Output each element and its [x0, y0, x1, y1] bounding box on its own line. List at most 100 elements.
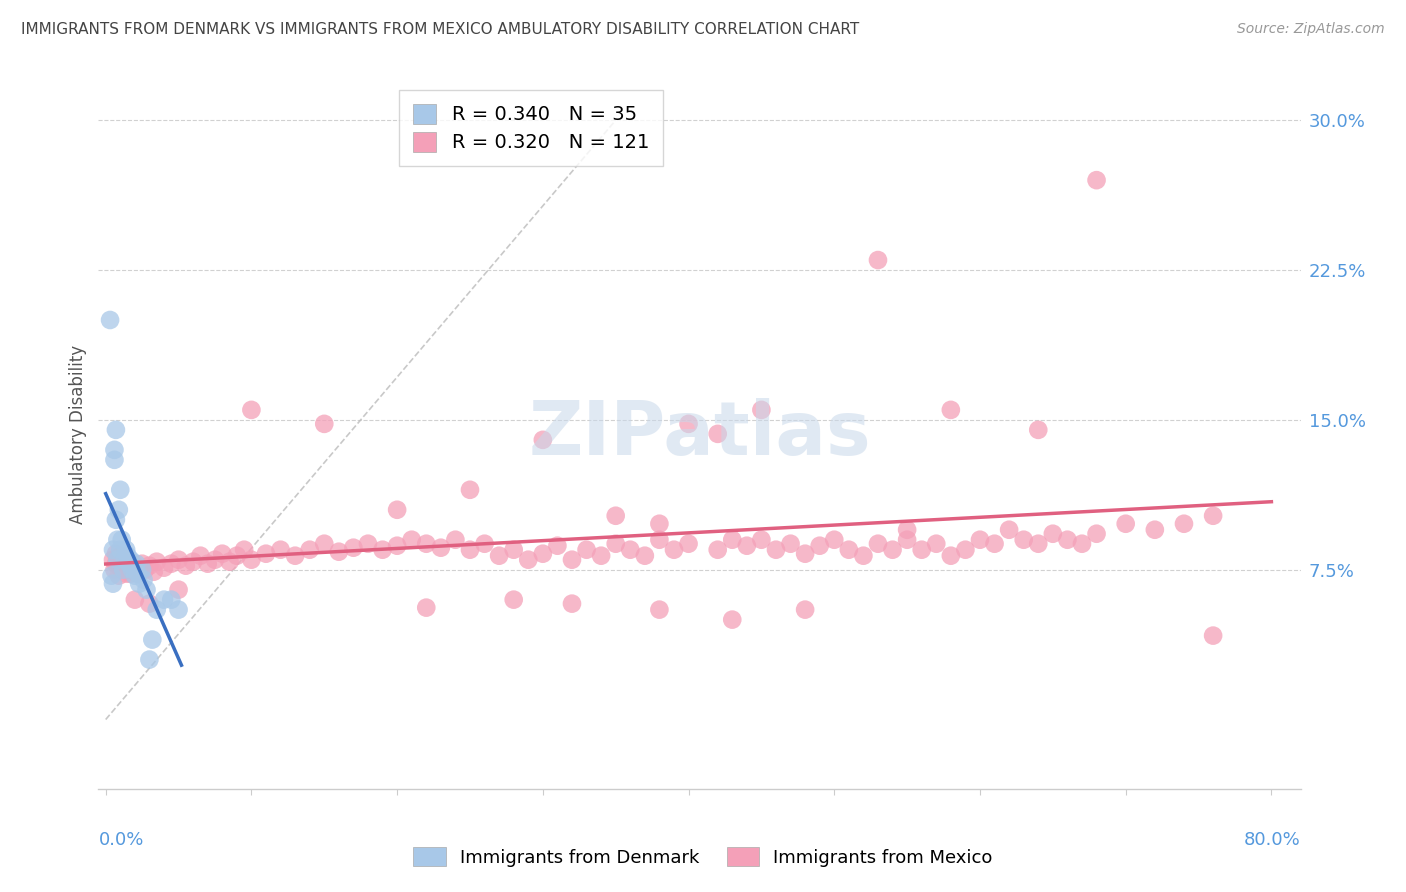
Point: [98, 313, 121, 327]
Point: [458, 542, 481, 557]
Point: [911, 542, 934, 557]
Point: [896, 533, 918, 547]
Text: ZIPatlas: ZIPatlas: [529, 399, 870, 471]
Point: [605, 537, 627, 551]
Point: [852, 549, 875, 563]
Point: [939, 403, 962, 417]
Point: [1056, 533, 1078, 547]
Point: [751, 533, 773, 547]
Point: [458, 483, 481, 497]
Point: [1085, 173, 1108, 187]
Point: [546, 539, 568, 553]
Text: Source: ZipAtlas.com: Source: ZipAtlas.com: [1237, 22, 1385, 37]
Point: [104, 547, 127, 561]
Point: [115, 542, 138, 557]
Point: [103, 452, 125, 467]
Point: [190, 549, 212, 563]
Point: [648, 516, 671, 531]
Point: [153, 560, 176, 574]
Point: [127, 566, 149, 581]
Point: [135, 582, 157, 597]
Point: [122, 557, 145, 571]
Point: [866, 537, 889, 551]
Point: [160, 557, 183, 571]
Point: [240, 403, 263, 417]
Point: [284, 549, 307, 563]
Point: [925, 537, 948, 551]
Point: [706, 542, 728, 557]
Point: [1143, 523, 1166, 537]
Point: [115, 566, 138, 581]
Point: [314, 537, 336, 551]
Point: [561, 597, 583, 611]
Point: [254, 547, 277, 561]
Point: [1202, 508, 1225, 523]
Point: [385, 539, 408, 553]
Point: [105, 552, 128, 566]
Point: [108, 568, 131, 582]
Point: [794, 547, 817, 561]
Point: [174, 558, 197, 573]
Point: [104, 557, 127, 571]
Point: [141, 632, 163, 647]
Point: [648, 602, 671, 616]
Point: [117, 558, 139, 573]
Point: [167, 582, 190, 597]
Point: [105, 558, 128, 573]
Point: [488, 549, 510, 563]
Point: [138, 652, 160, 666]
Point: [721, 613, 744, 627]
Point: [118, 557, 141, 571]
Point: [120, 552, 142, 566]
Point: [101, 542, 124, 557]
Point: [103, 563, 125, 577]
Text: 0.0%: 0.0%: [98, 831, 143, 849]
Point: [955, 542, 977, 557]
Point: [142, 565, 165, 579]
Point: [104, 513, 127, 527]
Point: [120, 566, 142, 581]
Point: [371, 542, 394, 557]
Y-axis label: Ambulatory Disability: Ambulatory Disability: [69, 345, 87, 524]
Point: [112, 563, 135, 577]
Point: [110, 549, 132, 563]
Point: [124, 592, 146, 607]
Point: [110, 560, 132, 574]
Point: [678, 417, 700, 431]
Point: [531, 433, 554, 447]
Point: [211, 547, 233, 561]
Point: [706, 426, 728, 441]
Point: [969, 533, 991, 547]
Point: [1202, 629, 1225, 643]
Point: [721, 533, 744, 547]
Point: [1042, 526, 1064, 541]
Point: [134, 563, 156, 577]
Point: [328, 545, 350, 559]
Point: [823, 533, 845, 547]
Point: [591, 549, 613, 563]
Point: [415, 600, 437, 615]
Point: [111, 555, 134, 569]
Point: [385, 502, 408, 516]
Point: [1026, 537, 1049, 551]
Point: [138, 558, 160, 573]
Point: [131, 563, 153, 577]
Point: [401, 533, 423, 547]
Point: [114, 552, 136, 566]
Point: [124, 568, 146, 582]
Point: [128, 576, 150, 591]
Point: [415, 537, 437, 551]
Point: [1173, 516, 1195, 531]
Point: [122, 558, 145, 573]
Point: [575, 542, 598, 557]
Legend: R = 0.340   N = 35, R = 0.320   N = 121: R = 0.340 N = 35, R = 0.320 N = 121: [399, 90, 664, 166]
Point: [110, 542, 132, 557]
Point: [678, 537, 700, 551]
Point: [735, 539, 758, 553]
Point: [1085, 526, 1108, 541]
Point: [233, 542, 256, 557]
Point: [124, 563, 146, 577]
Point: [105, 533, 128, 547]
Point: [145, 602, 167, 616]
Point: [342, 541, 364, 555]
